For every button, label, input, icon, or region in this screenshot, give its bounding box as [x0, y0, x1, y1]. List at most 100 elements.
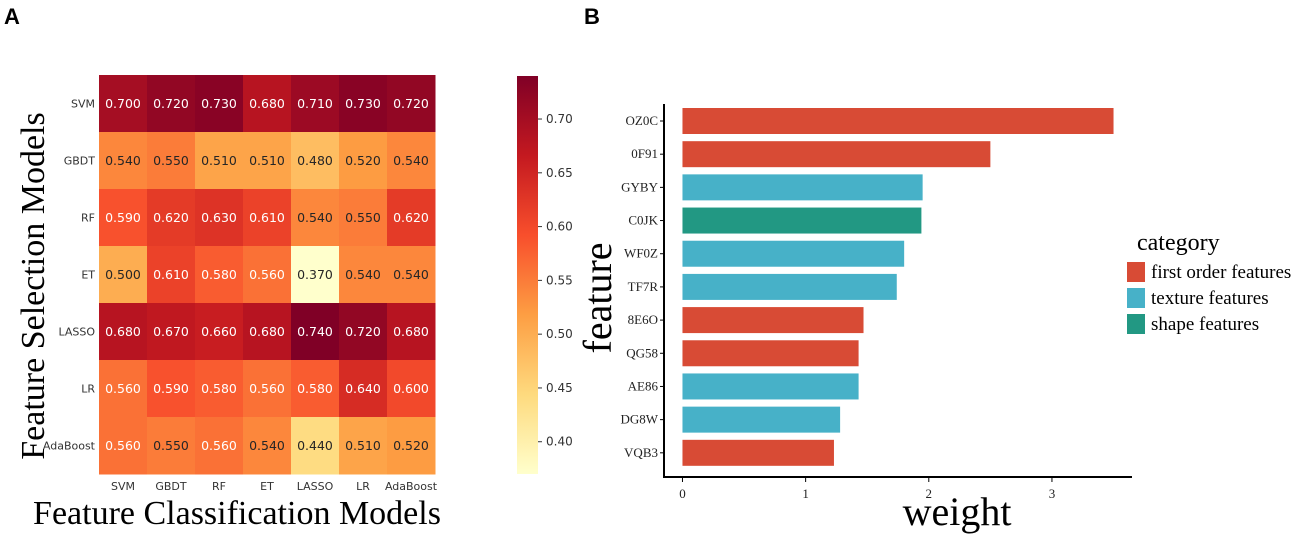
heatmap-cell [387, 189, 436, 247]
y-tick-label: VQB3 [624, 445, 658, 460]
colorbar-tick-label: 0.55 [546, 273, 573, 287]
heatmap-cell [99, 75, 148, 133]
heatmap-cell-label: 0.520 [393, 438, 429, 453]
heatmap-cell [147, 75, 196, 133]
heatmap-cell [291, 75, 340, 133]
y-tick-label: AE86 [628, 378, 659, 393]
heatmap-cell-label: 0.590 [105, 210, 141, 225]
heatmap-cell [147, 417, 196, 475]
heatmap-cell [243, 246, 292, 304]
bar-dg8w [682, 406, 841, 433]
heatmap-cell-label: 0.540 [105, 153, 141, 168]
heatmap-cell [291, 189, 340, 247]
heatmap-cell [195, 132, 244, 190]
heatmap-cell-label: 0.540 [393, 153, 429, 168]
heatmap-cell-label: 0.550 [345, 210, 381, 225]
heatmap-cell [195, 360, 244, 418]
colorbar-tick-label: 0.70 [546, 112, 573, 126]
heatmap-cell [99, 360, 148, 418]
bar-qg58 [682, 340, 859, 367]
heatmap-cell-label: 0.680 [249, 324, 285, 339]
y-tick-label: TF7R [628, 279, 659, 294]
y-tick-label: OZ0C [626, 113, 659, 128]
bar-wf0z [682, 240, 905, 267]
x-tick-label: 2 [926, 486, 933, 501]
legend-swatch [1127, 288, 1145, 308]
heatmap-cell [387, 75, 436, 133]
heatmap-cell-label: 0.700 [105, 96, 141, 111]
heatmap-cell-label: 0.730 [201, 96, 237, 111]
heatmap-cell [195, 417, 244, 475]
bar-y-axis-title: feature [575, 242, 620, 353]
x-tick-label: 1 [802, 486, 809, 501]
heatmap-cell [291, 360, 340, 418]
heatmap-cell-label: 0.510 [201, 153, 237, 168]
heatmap-cell-label: 0.660 [201, 324, 237, 339]
heatmap-cell-label: 0.500 [105, 267, 141, 282]
heatmap-cell [291, 132, 340, 190]
x-tick-label: 3 [1049, 486, 1056, 501]
heatmap-cell [291, 246, 340, 304]
heatmap-row-label: RF [81, 212, 95, 225]
heatmap-cell [195, 189, 244, 247]
legend: category first order features texture feat… [1127, 230, 1291, 335]
heatmap-cell-label: 0.560 [201, 438, 237, 453]
heatmap-cell-label: 0.630 [201, 210, 237, 225]
heatmap-cell [243, 417, 292, 475]
heatmap-cell-label: 0.620 [153, 210, 189, 225]
heatmap-cell-label: 0.550 [153, 438, 189, 453]
bar-x-axis-title: weight [903, 489, 1012, 534]
heatmap-row-label: SVM [71, 98, 95, 111]
heatmap-cell [195, 75, 244, 133]
heatmap-cell [291, 417, 340, 475]
heatmap-cell [339, 75, 388, 133]
heatmap-cell [147, 360, 196, 418]
heatmap-cell [387, 417, 436, 475]
colorbar-tick-label: 0.60 [546, 220, 573, 234]
heatmap-cell [339, 360, 388, 418]
bar-c0jk [682, 207, 922, 234]
heatmap-row-label: GBDT [64, 155, 96, 168]
heatmap-cell-label: 0.440 [297, 438, 333, 453]
heatmap-cell-label: 0.560 [249, 267, 285, 282]
heatmap-cell-label: 0.520 [345, 153, 381, 168]
heatmap-col-label: LR [356, 480, 370, 493]
heatmap-cell [339, 417, 388, 475]
y-tick-label: GYBY [621, 179, 658, 194]
legend-label: shape features [1151, 314, 1259, 335]
heatmap-cell-label: 0.620 [393, 210, 429, 225]
heatmap-cell-label: 0.720 [153, 96, 189, 111]
legend-swatch [1127, 262, 1145, 282]
heatmap-cell-label: 0.680 [105, 324, 141, 339]
heatmap-cell-label: 0.540 [297, 210, 333, 225]
heatmap-cell [387, 132, 436, 190]
bar-tf7r [682, 273, 897, 300]
y-tick-label: WF0Z [624, 246, 658, 261]
heatmap-cell [243, 189, 292, 247]
heatmap-cell [291, 303, 340, 361]
y-tick-label: C0JK [628, 213, 658, 228]
heatmap-cell-label: 0.580 [297, 381, 333, 396]
legend-label: first order features [1151, 262, 1291, 283]
heatmap-col-label: AdaBoost [385, 480, 438, 493]
heatmap-cell-label: 0.640 [345, 381, 381, 396]
heatmap-cell [387, 360, 436, 418]
colorbar-tick-label: 0.50 [546, 327, 573, 341]
heatmap-cell-label: 0.560 [249, 381, 285, 396]
heatmap-cell-label: 0.730 [345, 96, 381, 111]
heatmap-cell [99, 246, 148, 304]
y-tick-label: QG58 [626, 345, 658, 360]
heatmap-cell [147, 132, 196, 190]
bar-0f91 [682, 141, 991, 168]
heatmap-cell-label: 0.560 [105, 438, 141, 453]
heatmap-cell-label: 0.720 [393, 96, 429, 111]
bar-chart-panel: OZ0C 0F91 GYBY C0JK WF0Z TF7R 8E6O QG58 AE86 DG8W… [575, 104, 1132, 534]
heatmap-cell-label: 0.580 [201, 267, 237, 282]
heatmap-cell [147, 189, 196, 247]
heatmap-cell-label: 0.680 [249, 96, 285, 111]
heatmap-cell-label: 0.540 [345, 267, 381, 282]
heatmap-cell-label: 0.370 [297, 267, 333, 282]
heatmap-cell-label: 0.740 [297, 324, 333, 339]
heatmap-cell-label: 0.680 [393, 324, 429, 339]
